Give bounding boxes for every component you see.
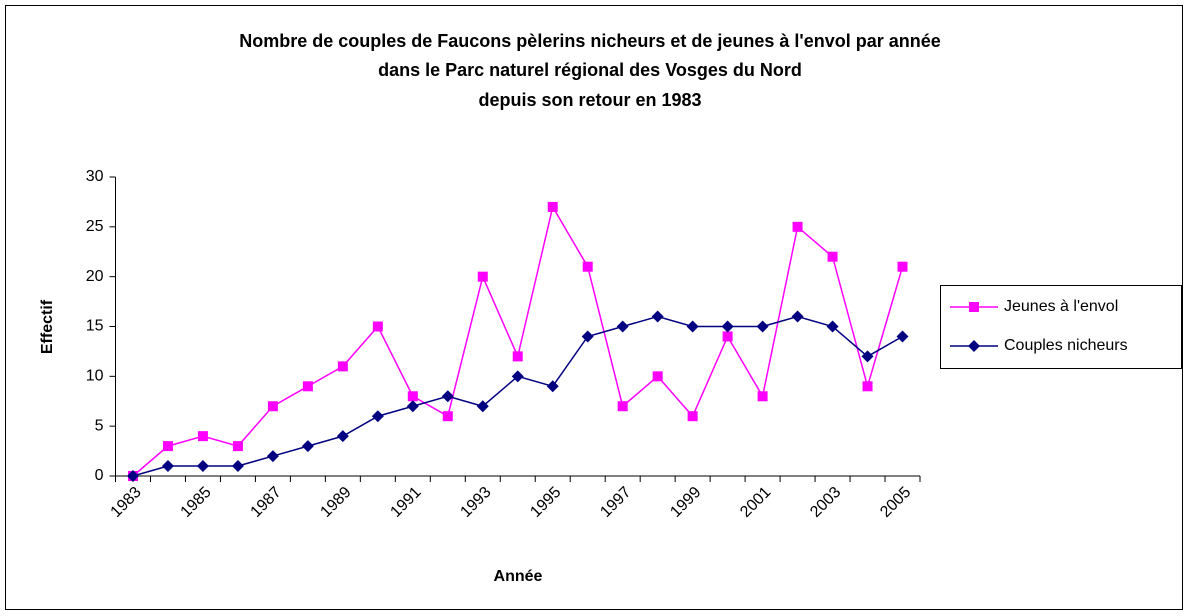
data-point	[161, 460, 174, 473]
data-point	[721, 320, 734, 333]
data-point	[792, 221, 803, 232]
chart-title: Nombre de couples de Faucons pèlerins ni…	[239, 31, 941, 51]
data-point	[722, 331, 733, 342]
y-axis-label: Effectif	[39, 299, 56, 354]
data-point	[371, 410, 384, 423]
data-point	[232, 441, 243, 452]
legend-label: Couples nicheurs	[1004, 337, 1128, 354]
data-point	[442, 411, 453, 422]
y-tick-label: 5	[95, 417, 104, 434]
data-point	[301, 440, 314, 453]
data-point	[231, 460, 244, 473]
data-point	[651, 310, 664, 323]
data-point	[686, 320, 699, 333]
data-point	[477, 271, 488, 282]
data-point	[862, 381, 873, 392]
data-point	[336, 430, 349, 443]
y-tick-label: 30	[86, 168, 104, 185]
data-point	[581, 330, 594, 343]
y-tick-label: 20	[86, 268, 104, 285]
x-axis-label: Année	[494, 568, 543, 585]
data-point	[407, 391, 418, 402]
y-tick-label: 25	[86, 218, 104, 235]
data-point	[546, 380, 559, 393]
data-point	[897, 261, 908, 272]
y-tick-label: 10	[86, 368, 104, 385]
data-point	[547, 201, 558, 212]
data-point	[441, 390, 454, 403]
chart-title: depuis son retour en 1983	[478, 90, 701, 110]
data-point	[372, 321, 383, 332]
data-point	[337, 361, 348, 372]
data-point	[861, 350, 874, 363]
legend-marker	[968, 340, 980, 352]
data-point	[126, 470, 139, 482]
data-point	[162, 441, 173, 452]
data-point	[826, 320, 839, 333]
legend-label: Jeunes à l'envol	[1004, 298, 1118, 315]
data-point	[896, 330, 909, 343]
data-point	[302, 381, 313, 392]
data-point	[652, 371, 663, 382]
data-point	[196, 460, 209, 473]
data-point	[511, 370, 524, 383]
data-point	[406, 400, 419, 413]
data-point	[827, 251, 838, 262]
data-point	[267, 401, 278, 412]
data-point	[756, 320, 769, 333]
legend	[940, 285, 1182, 369]
data-point	[616, 320, 629, 333]
chart-title: dans le Parc naturel régional des Vosges…	[378, 60, 802, 80]
data-point	[757, 391, 768, 402]
y-tick-label: 0	[95, 467, 104, 484]
data-point	[512, 351, 523, 362]
data-point	[687, 411, 698, 422]
data-point	[197, 431, 208, 442]
data-point	[476, 400, 489, 413]
legend-marker	[969, 302, 979, 312]
data-point	[791, 310, 804, 323]
data-point	[617, 401, 628, 412]
y-tick-label: 15	[86, 318, 104, 335]
data-point	[266, 450, 279, 463]
data-point	[582, 261, 593, 272]
